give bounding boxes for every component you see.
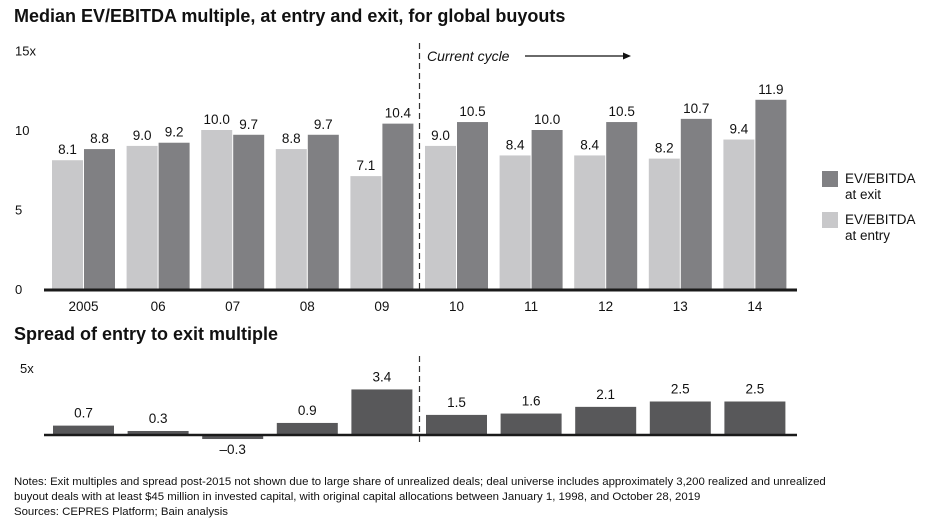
entry-bar <box>723 139 755 289</box>
entry-data-label: 8.4 <box>506 137 525 152</box>
spread-data-label: 1.6 <box>522 394 541 409</box>
spread-data-label: –0.3 <box>220 442 246 457</box>
exit-bar <box>755 99 787 289</box>
spread-chart-title: Spread of entry to exit multiple <box>14 324 279 344</box>
x-tick-label: 13 <box>673 299 688 314</box>
entry-data-label: 9.0 <box>133 128 152 143</box>
current-cycle-annotation: Current cycle <box>427 48 510 64</box>
entry-bar <box>350 176 382 289</box>
sources-line: Sources: CEPRES Platform; Bain analysis <box>14 506 228 518</box>
y-tick-label: 0 <box>15 282 22 297</box>
current-cycle-arrow-head <box>623 52 631 60</box>
entry-data-label: 8.8 <box>282 131 301 146</box>
spread-bar <box>276 422 338 435</box>
spread-bar <box>53 425 114 435</box>
x-tick-label: 11 <box>524 299 538 314</box>
spread-bar <box>500 413 562 435</box>
entry-bar <box>574 155 606 289</box>
exit-data-label: 11.9 <box>758 82 783 97</box>
exit-bar <box>233 134 265 289</box>
x-tick-label: 08 <box>300 299 315 314</box>
entry-data-label: 10.0 <box>204 112 230 127</box>
spread-bar <box>202 435 264 440</box>
main-chart-title: Median EV/EBITDA multiple, at entry and … <box>14 6 566 26</box>
entry-data-label: 9.0 <box>431 128 450 143</box>
notes-line-1: Notes: Exit multiples and spread post-20… <box>14 476 826 488</box>
legend-label-entry-1: EV/EBITDA <box>845 212 916 227</box>
spread-data-label: 1.5 <box>447 395 466 410</box>
entry-data-label: 8.2 <box>655 141 674 156</box>
exit-data-label: 10.0 <box>534 112 560 127</box>
exit-bar <box>382 123 414 289</box>
chart-canvas: 0 5 10 15x 8.1 8.8 2005 9.0 9.2 06 10.0 9.7 07 8.8 9.7… <box>15 43 916 457</box>
spread-bar <box>127 430 189 435</box>
x-tick-label: 2005 <box>68 299 98 314</box>
spread-bar <box>351 389 413 435</box>
legend-label-exit-2: at exit <box>845 187 881 202</box>
spread-y-tick-label: 5x <box>20 361 34 376</box>
spread-bar <box>649 401 711 435</box>
entry-bar <box>499 155 531 289</box>
exit-bar <box>680 118 712 290</box>
entry-bar <box>648 158 680 289</box>
spread-bar <box>426 414 487 435</box>
exit-data-label: 9.2 <box>165 125 184 140</box>
x-tick-label: 12 <box>598 299 613 314</box>
legend-label-entry-2: at entry <box>845 228 890 243</box>
x-tick-label: 09 <box>374 299 389 314</box>
spread-data-label: 2.5 <box>671 382 690 397</box>
exit-bar <box>307 134 339 289</box>
legend-swatch-entry <box>822 212 838 228</box>
entry-bar <box>425 145 456 289</box>
entry-bar <box>52 160 83 289</box>
entry-data-label: 8.4 <box>580 137 599 152</box>
exit-data-label: 10.5 <box>459 104 485 119</box>
entry-data-label: 7.1 <box>357 158 376 173</box>
entry-bar <box>126 145 158 289</box>
entry-bar <box>275 149 307 289</box>
legend-label-exit-1: EV/EBITDA <box>845 171 916 186</box>
exit-data-label: 8.8 <box>90 131 109 146</box>
entry-data-label: 9.4 <box>730 122 749 137</box>
x-tick-label: 14 <box>747 299 763 314</box>
spread-data-label: 0.3 <box>149 411 168 426</box>
x-tick-label: 06 <box>151 299 166 314</box>
exit-bar <box>84 149 115 289</box>
notes-line-2: buyout deals with at least $45 million i… <box>14 491 701 503</box>
exit-data-label: 9.7 <box>314 117 333 132</box>
exit-data-label: 10.5 <box>609 104 635 119</box>
legend-swatch-exit <box>822 171 838 187</box>
entry-bar <box>201 130 233 289</box>
y-tick-label: 5 <box>15 203 22 218</box>
exit-bar <box>457 122 488 289</box>
spread-data-label: 0.7 <box>74 406 93 421</box>
exit-data-label: 10.4 <box>385 106 412 121</box>
y-tick-label: 10 <box>15 123 29 138</box>
y-tick-label: 15x <box>15 44 36 59</box>
x-tick-label: 07 <box>225 299 240 314</box>
x-tick-label: 10 <box>449 299 464 314</box>
spread-data-label: 2.1 <box>596 387 615 402</box>
spread-data-label: 0.9 <box>298 403 317 418</box>
exit-data-label: 9.7 <box>239 117 258 132</box>
spread-data-label: 3.4 <box>373 369 392 384</box>
spread-bar <box>575 406 637 435</box>
exit-data-label: 10.7 <box>683 101 709 116</box>
spread-data-label: 2.5 <box>746 382 765 397</box>
exit-bar <box>606 122 638 289</box>
entry-data-label: 8.1 <box>58 142 77 157</box>
spread-bar <box>724 401 786 435</box>
exit-bar <box>531 130 563 289</box>
exit-bar <box>158 142 190 289</box>
